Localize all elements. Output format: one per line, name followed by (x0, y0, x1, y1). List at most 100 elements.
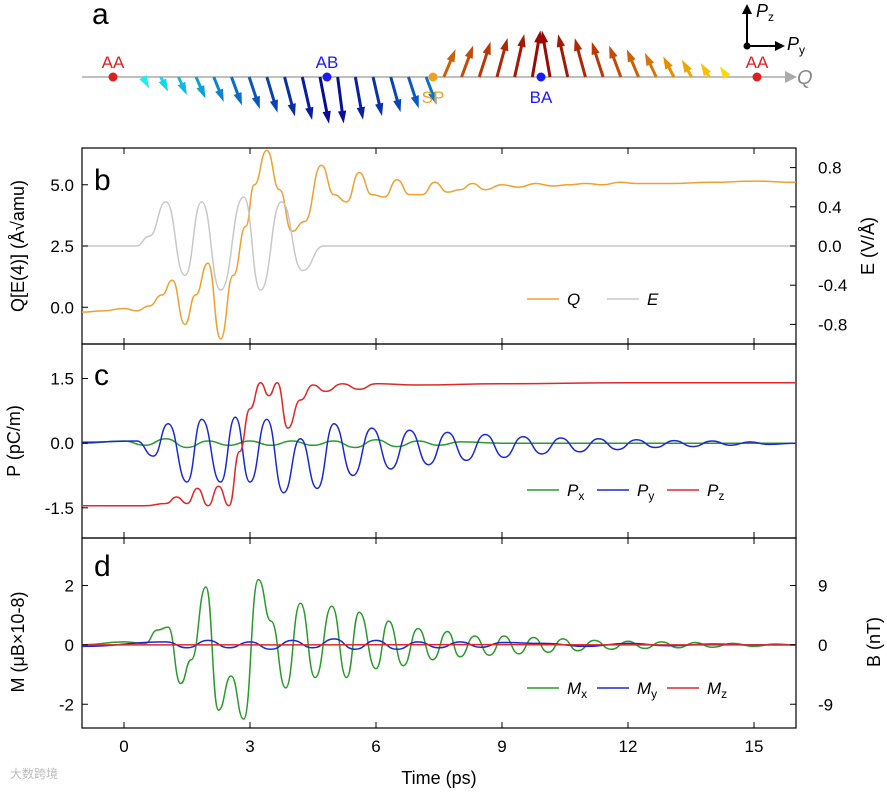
down-vector-arrow (194, 76, 206, 99)
up-vector-arrow (626, 49, 640, 78)
y-tick-right-label: 0.4 (818, 198, 842, 217)
legend-label-mx: Mx (567, 679, 587, 701)
down-vector-arrow (230, 76, 242, 106)
up-vector-arrow (609, 45, 623, 78)
up-vector-arrow (700, 63, 711, 78)
ylabel-d-right: B (nT) (864, 617, 884, 667)
y-tick-right-label: 0 (818, 636, 827, 655)
y-tick-right-label: 9 (818, 577, 827, 596)
up-vector-arrow (477, 41, 491, 78)
reference-points: AA AB SP BA AA (102, 53, 769, 107)
watermark: 大数跨境 (10, 766, 58, 781)
y-tick-label: 5.0 (50, 176, 74, 195)
series-px-line (81, 438, 796, 449)
q-axis-label: Q (797, 67, 813, 89)
up-vector-arrow (574, 38, 587, 78)
down-vector-arrow (371, 76, 384, 116)
panel-d-frame (81, 537, 797, 729)
polarization-axes-inset: Pz Py (742, 1, 805, 57)
series-e-line (81, 196, 796, 291)
point-aa-dot (752, 72, 762, 82)
y-tick-right-label: -0.4 (818, 276, 847, 295)
y-tick-label: 0.0 (50, 298, 74, 317)
up-vector-arrow (719, 66, 731, 80)
legend-label-mz: Mz (707, 679, 727, 701)
point-aa-label: AA (746, 53, 769, 72)
point-ab-dot (322, 72, 332, 82)
point-aa-dot (108, 72, 118, 82)
up-vector-arrow (513, 34, 526, 78)
pz-arrow-icon (742, 4, 752, 14)
panel-c-series (81, 382, 797, 507)
down-vector-arrow (283, 76, 296, 117)
down-vector-arrow (389, 76, 402, 113)
y-tick-right-label: 0.0 (818, 237, 842, 256)
vector-arrows (139, 30, 731, 124)
x-tick-label: 3 (245, 737, 254, 756)
up-vector-arrow (644, 52, 658, 78)
up-vector-arrow (556, 34, 570, 78)
x-tick-label: 0 (119, 737, 128, 756)
point-ab-label: AB (316, 53, 339, 72)
legend-label-my: My (637, 679, 657, 701)
up-vector-arrow (663, 56, 676, 78)
down-vector-arrow (353, 76, 365, 120)
series-py-line (81, 416, 797, 494)
down-vector-arrow (158, 76, 169, 92)
legend-label-q: Q (567, 290, 580, 309)
ylabel-c: P (pC/m) (4, 405, 24, 477)
point-ba-dot (536, 72, 546, 82)
down-vector-arrow (265, 76, 278, 113)
down-vector-arrow (139, 75, 150, 89)
y-tick-label: -2 (59, 695, 74, 714)
y-tick-right-label: 0.8 (818, 159, 842, 178)
panel-b-letter: b (94, 164, 111, 197)
panel-c-letter: c (94, 359, 109, 392)
panel-d-series (81, 578, 797, 720)
q-axis-arrow-icon (785, 71, 797, 83)
y-tick-label: 2 (65, 577, 74, 596)
y-tick-label: -1.5 (45, 499, 74, 518)
legend-label-px: Px (567, 481, 584, 503)
py-label: Py (787, 34, 805, 57)
point-aa-label: AA (102, 53, 125, 72)
point-sp-dot (428, 72, 438, 82)
panel-a-letter: a (92, 0, 109, 31)
origin-dot (743, 42, 751, 50)
down-vector-arrow (177, 76, 187, 95)
up-vector-arrow (681, 59, 693, 78)
down-vector-arrow (424, 76, 437, 105)
point-sp-label: SP (422, 88, 445, 107)
up-vector-arrow (530, 30, 543, 78)
py-arrow-icon (775, 41, 785, 51)
legend-label-e: E (647, 290, 659, 309)
up-vector-arrow (539, 30, 552, 78)
y-tick-right-label: -0.8 (818, 315, 847, 334)
pz-label: Pz (756, 1, 774, 24)
y-tick-right-label: -9 (818, 695, 833, 714)
series-pz-line (82, 382, 796, 507)
ylabel-d-left: M (μB×10-8) (8, 592, 28, 693)
down-vector-arrow (212, 76, 224, 102)
x-tick-label: 12 (619, 737, 638, 756)
series-mx-line (81, 578, 797, 720)
panel-b-series (81, 149, 797, 340)
axis-ticks: 0.0 2.5 5.0 -0.8 -0.4 0.0 0.4 0.8 -1.5 0.0 1.5 -2 0 2… (45, 148, 847, 756)
legend-c: Px Py Pz (527, 481, 724, 503)
ylabel-b-right: E (V/Å) (858, 217, 878, 275)
ylabel-b-left: Q[E(4)] (Å√amu) (8, 180, 28, 312)
up-vector-arrow (495, 37, 509, 78)
legend-label-py: Py (637, 481, 654, 503)
panel-c-frame (81, 343, 797, 539)
down-vector-arrow (318, 76, 331, 124)
down-vector-arrow (407, 76, 419, 109)
up-vector-arrow (591, 41, 605, 78)
down-vector-arrow (247, 76, 260, 110)
y-tick-label: 0.0 (50, 434, 74, 453)
series-my-line (81, 638, 796, 651)
panel-d-letter: d (94, 550, 111, 583)
x-tick-label: 15 (745, 737, 764, 756)
panel-a: a Q AA AB SP BA AA Pz Py (82, 0, 813, 124)
